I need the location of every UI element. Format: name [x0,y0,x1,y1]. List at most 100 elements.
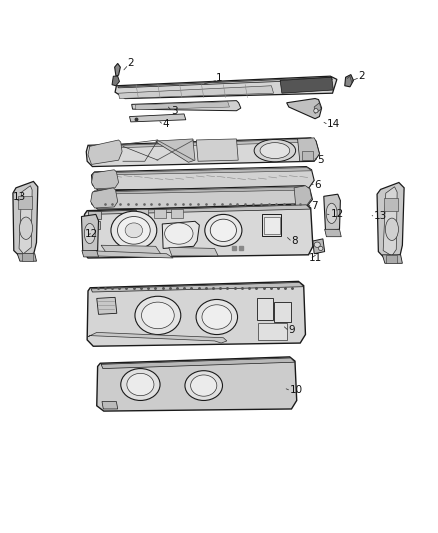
Polygon shape [84,204,313,258]
Bar [386,255,397,263]
Polygon shape [132,101,241,111]
Text: 8: 8 [291,236,298,246]
Ellipse shape [385,218,399,240]
Ellipse shape [117,216,150,244]
Polygon shape [92,169,119,189]
Polygon shape [155,139,195,163]
Text: 1: 1 [215,73,223,83]
Text: 3: 3 [171,106,177,116]
Polygon shape [82,251,99,257]
Bar [384,198,398,211]
Bar [21,253,32,261]
Polygon shape [87,281,305,346]
Polygon shape [112,76,120,86]
Polygon shape [86,251,173,258]
Ellipse shape [135,296,181,335]
Ellipse shape [141,302,174,329]
Polygon shape [313,239,325,254]
Text: 12: 12 [330,209,343,220]
Polygon shape [196,139,238,161]
Text: 10: 10 [290,385,303,395]
Polygon shape [91,282,304,292]
Bar [88,221,100,229]
Polygon shape [86,138,319,166]
Bar [274,302,290,322]
Ellipse shape [19,217,32,239]
Polygon shape [169,247,218,256]
Text: 12: 12 [85,229,98,239]
Text: 7: 7 [311,201,317,212]
Polygon shape [287,99,321,119]
Polygon shape [92,166,314,190]
Text: 11: 11 [308,253,322,263]
Ellipse shape [254,140,296,162]
Text: 2: 2 [127,59,134,68]
Polygon shape [383,187,397,256]
Polygon shape [88,333,227,343]
Bar [136,209,148,217]
Bar [262,214,282,236]
Polygon shape [314,103,321,114]
Polygon shape [88,140,122,165]
Polygon shape [97,357,297,411]
Ellipse shape [210,219,237,241]
Polygon shape [92,185,312,209]
Polygon shape [91,188,118,208]
Ellipse shape [191,375,217,396]
Ellipse shape [165,223,193,244]
Ellipse shape [84,223,95,244]
Polygon shape [280,77,333,93]
Polygon shape [102,401,118,409]
Polygon shape [382,255,403,263]
Bar [18,196,32,209]
Ellipse shape [260,143,290,159]
Polygon shape [95,167,311,175]
Polygon shape [17,254,36,261]
Polygon shape [162,221,199,248]
Text: 9: 9 [288,325,295,335]
Polygon shape [345,75,353,87]
Text: 6: 6 [314,180,321,190]
Polygon shape [294,185,311,207]
Ellipse shape [202,305,232,329]
Text: 13: 13 [13,192,26,203]
Ellipse shape [314,109,318,113]
Polygon shape [119,86,274,99]
Polygon shape [13,181,38,257]
Polygon shape [297,138,319,161]
Ellipse shape [127,373,154,395]
Polygon shape [118,77,332,88]
Bar [264,216,280,233]
Polygon shape [101,245,161,255]
Text: 13: 13 [374,211,387,221]
Ellipse shape [205,214,242,246]
Ellipse shape [196,300,237,335]
Ellipse shape [125,223,143,238]
Bar [258,323,287,340]
Ellipse shape [121,368,160,400]
Polygon shape [115,63,120,76]
Polygon shape [97,297,117,314]
Bar [258,298,273,320]
Ellipse shape [185,370,223,400]
Polygon shape [88,205,311,214]
Bar [302,151,313,160]
Bar [88,211,101,219]
Ellipse shape [318,246,323,251]
Polygon shape [89,139,316,149]
Bar [171,209,183,217]
Text: 14: 14 [327,119,340,129]
Polygon shape [115,76,337,99]
Polygon shape [130,114,186,122]
Bar [153,209,166,217]
Polygon shape [325,229,341,237]
Ellipse shape [314,242,320,247]
Polygon shape [377,182,404,259]
Polygon shape [95,187,310,194]
Text: 2: 2 [359,71,365,81]
Polygon shape [101,358,295,368]
Polygon shape [135,102,230,110]
Text: 4: 4 [162,119,169,129]
Polygon shape [19,185,32,254]
Ellipse shape [111,211,157,249]
